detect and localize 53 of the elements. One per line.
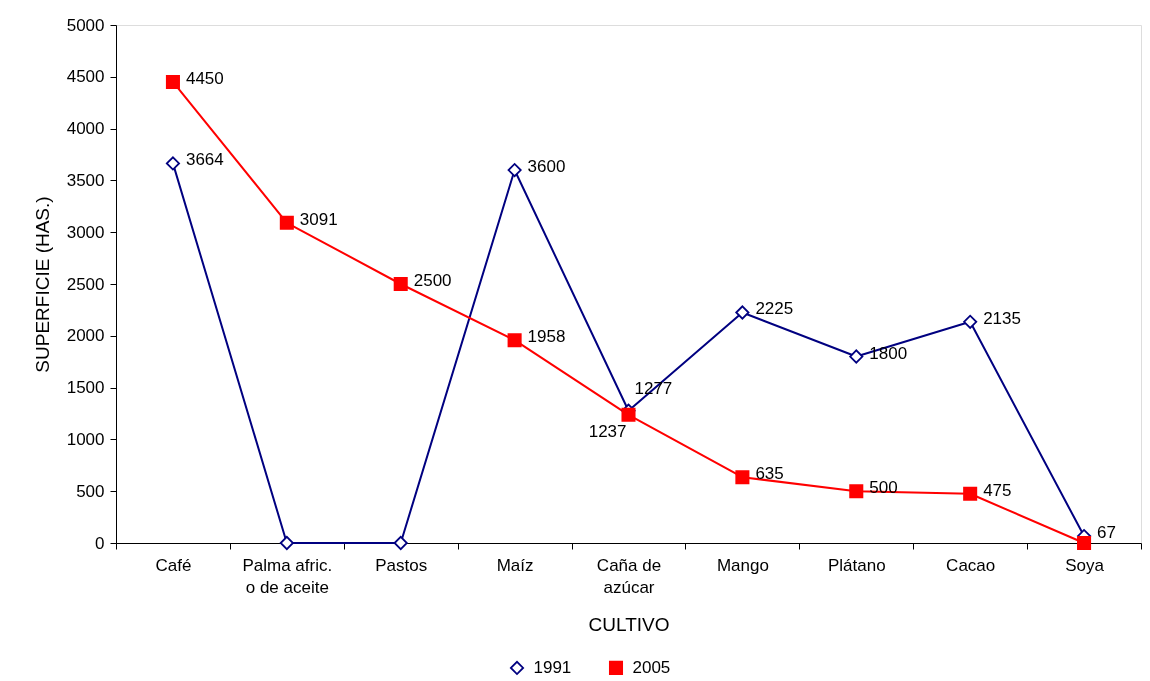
y-tick-label: 500 — [76, 481, 105, 501]
point — [165, 156, 180, 171]
data-label: 3664 — [185, 150, 224, 170]
x-tick-label: Caña de azúcar — [596, 555, 662, 597]
data-label: 2225 — [755, 299, 794, 319]
x-tick-label: Soya — [1065, 555, 1105, 575]
data-label: 2135 — [983, 308, 1021, 328]
point — [279, 215, 294, 230]
x-tick-label: Café — [155, 555, 192, 575]
point — [963, 314, 978, 329]
point — [621, 407, 636, 422]
y-tick-label: 1500 — [66, 378, 105, 398]
data-label: 3600 — [527, 157, 566, 177]
point — [849, 484, 864, 499]
x-tick-label: Pastos — [375, 555, 428, 575]
legend-label: 2005 — [632, 657, 671, 677]
legend-label: 1991 — [533, 657, 572, 677]
data-label: 3091 — [299, 209, 338, 229]
x-tick-label: Maíz — [496, 555, 534, 575]
point — [735, 305, 750, 320]
point — [165, 74, 180, 89]
x-tick-label: Palma afric. o de aceite — [242, 555, 333, 597]
data-label: 67 — [1097, 523, 1116, 543]
point — [849, 349, 864, 364]
y-tick-label: 2500 — [66, 274, 105, 294]
data-label: 1800 — [869, 343, 908, 363]
point — [1077, 535, 1092, 551]
x-tick-label: Cacao — [946, 555, 996, 575]
y-tick-label: 2000 — [66, 326, 105, 346]
x-tick-label: Mango — [716, 555, 769, 575]
point — [507, 163, 522, 178]
point — [393, 276, 408, 292]
y-tick-label: 4500 — [66, 67, 105, 87]
point — [963, 486, 978, 501]
y-tick-label: 3000 — [66, 222, 105, 242]
data-label: 1958 — [527, 327, 566, 347]
data-label: 4450 — [185, 68, 224, 88]
y-tick-label: 3500 — [66, 170, 105, 190]
point — [279, 535, 294, 551]
y-tick-label: 4000 — [66, 119, 105, 139]
point — [393, 535, 408, 551]
x-axis-title: CULTIVO — [588, 613, 670, 635]
point — [507, 333, 522, 348]
y-tick-label: 0 — [95, 533, 105, 553]
x-tick-label: Plátano — [827, 555, 886, 575]
data-label: 2500 — [413, 271, 452, 290]
y-axis-title: SUPERFICIE (HAS.) — [31, 196, 53, 373]
data-label: 475 — [983, 480, 1012, 500]
point — [735, 470, 750, 485]
data-label: 635 — [755, 464, 784, 484]
data-label: 1237 — [588, 421, 627, 441]
y-tick-label: 5000 — [66, 15, 105, 35]
y-tick-label: 1000 — [66, 429, 105, 449]
